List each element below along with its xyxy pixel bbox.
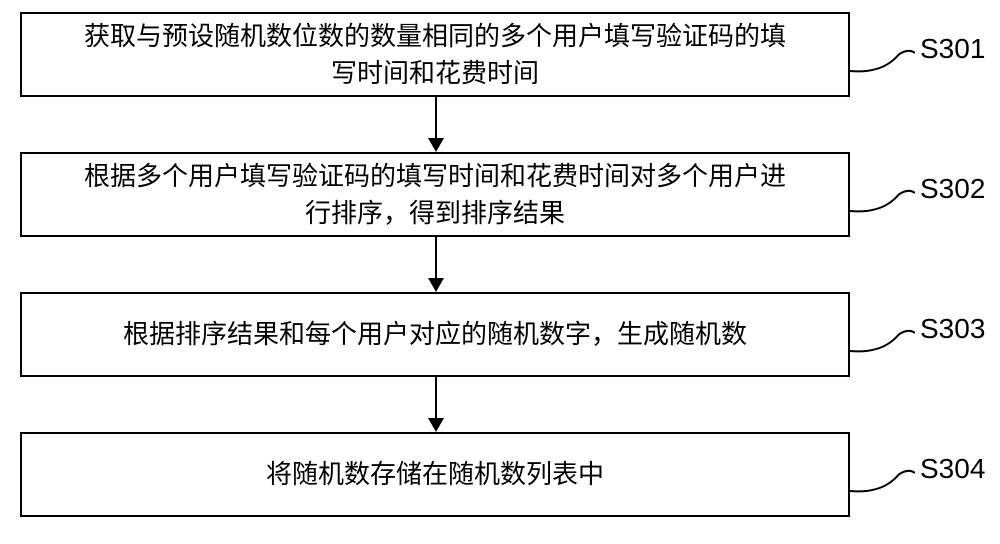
step-label-s303: S303 [920,313,985,345]
connector-curve-s301 [850,30,915,79]
step-box-s304: 将随机数存储在随机数列表中 [20,432,850,517]
step-label-s301: S301 [920,33,985,65]
step-text-s303: 根据排序结果和每个用户对应的随机数字，生成随机数 [123,316,747,352]
arrow-head-icon-0 [428,138,444,152]
connector-curve-s302 [850,170,915,219]
connector-curve-s303 [850,310,915,359]
arrow-head-icon-2 [428,418,444,432]
step-text-s302: 根据多个用户填写验证码的填写时间和花费时间对多个用户进行排序，得到排序结果 [84,158,786,231]
step-box-s302: 根据多个用户填写验证码的填写时间和花费时间对多个用户进行排序，得到排序结果 [20,152,850,237]
step-label-s304: S304 [920,453,985,485]
step-text-s301: 获取与预设随机数位数的数量相同的多个用户填写验证码的填写时间和花费时间 [84,18,786,91]
step-text-s304: 将随机数存储在随机数列表中 [266,456,604,492]
arrow-head-icon-1 [428,278,444,292]
step-label-s302: S302 [920,173,985,205]
arrow-line-1 [435,237,437,278]
step-box-s301: 获取与预设随机数位数的数量相同的多个用户填写验证码的填写时间和花费时间 [20,12,850,97]
arrow-line-0 [435,97,437,138]
flowchart-container: 获取与预设随机数位数的数量相同的多个用户填写验证码的填写时间和花费时间 S301 根… [0,0,1000,544]
connector-curve-s304 [850,450,915,499]
arrow-line-2 [435,377,437,418]
step-box-s303: 根据排序结果和每个用户对应的随机数字，生成随机数 [20,292,850,377]
